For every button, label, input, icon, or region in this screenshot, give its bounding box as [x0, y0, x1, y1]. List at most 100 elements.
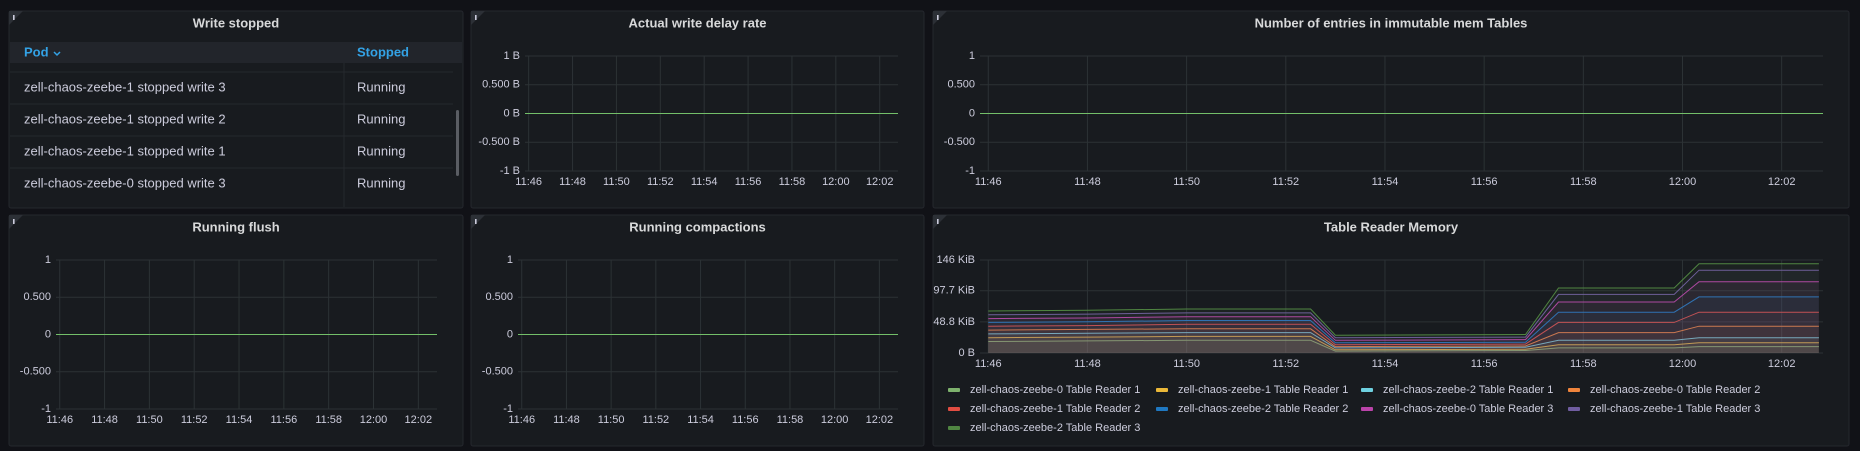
x-tick-label: 11:50 [603, 176, 630, 188]
x-tick-label: 11:52 [181, 414, 208, 426]
y-tick-label: 0 [969, 107, 975, 119]
panel-title: Write stopped [193, 15, 279, 30]
x-tick-label: 11:46 [975, 358, 1002, 370]
x-tick-label: 11:52 [1272, 176, 1299, 188]
x-tick-label: 11:56 [732, 414, 759, 426]
x-tick-label: 11:48 [1074, 176, 1101, 188]
y-tick-label: 0.500 [23, 291, 51, 303]
x-tick-label: 11:58 [777, 414, 804, 426]
x-tick-label: 12:00 [821, 414, 849, 426]
series-area [988, 332, 1819, 353]
y-tick-label: 0 [507, 328, 513, 340]
x-tick-label: 12:02 [1768, 176, 1796, 188]
x-tick-label: 11:52 [642, 414, 669, 426]
cell: Running [357, 111, 405, 126]
y-tick-label: 1 [507, 254, 513, 266]
series-line [988, 311, 1819, 346]
cell: zell-chaos-zeebe-1 stopped write 2 [24, 111, 226, 126]
legend-label[interactable]: zell-chaos-zeebe-0 Table Reader 1 [970, 384, 1140, 396]
panel-title: Running compactions [629, 219, 766, 234]
y-tick-label: 0.500 [485, 291, 513, 303]
x-tick-label: 11:52 [1272, 358, 1299, 370]
panel-title: Running flush [192, 219, 279, 234]
info-icon [475, 15, 477, 20]
series-area [988, 340, 1819, 353]
y-tick-label: -0.500 B [478, 136, 520, 148]
y-tick-label: 0.500 [947, 79, 975, 91]
y-tick-label: 0 [45, 328, 51, 340]
series-area [988, 336, 1819, 353]
series-line [988, 263, 1819, 336]
scrollbar[interactable] [456, 110, 459, 176]
column-header[interactable]: Stopped [357, 44, 409, 59]
panel-title: Table Reader Memory [1324, 219, 1459, 234]
x-tick-label: 12:00 [360, 414, 388, 426]
panel [470, 10, 925, 209]
panel-title: Actual write delay rate [629, 15, 767, 30]
x-tick-label: 12:00 [1669, 358, 1697, 370]
legend-swatch[interactable] [1568, 407, 1580, 411]
x-tick-label: 11:58 [315, 414, 342, 426]
x-tick-label: 11:56 [1471, 176, 1498, 188]
panel-title: Number of entries in immutable mem Table… [1255, 15, 1528, 30]
legend-swatch[interactable] [1156, 388, 1168, 392]
y-tick-label: -0.500 [20, 366, 51, 378]
legend-swatch[interactable] [1361, 388, 1373, 392]
legend-swatch[interactable] [1361, 407, 1373, 411]
column-header[interactable]: Pod [24, 44, 49, 59]
info-corner [471, 215, 485, 229]
y-tick-label: -0.500 [482, 366, 513, 378]
legend-swatch[interactable] [948, 407, 960, 411]
x-tick-label: 11:54 [687, 414, 714, 426]
y-tick-label: 1 [45, 254, 51, 266]
series-line [988, 335, 1819, 351]
legend-label[interactable]: zell-chaos-zeebe-0 Table Reader 2 [1590, 384, 1760, 396]
info-corner [9, 215, 23, 229]
y-tick-label: 1 [969, 50, 975, 62]
info-icon [13, 15, 15, 20]
x-tick-label: 11:50 [1173, 176, 1200, 188]
info-icon [937, 219, 939, 224]
legend-swatch[interactable] [948, 426, 960, 430]
y-tick-label: -1 [965, 165, 975, 177]
x-tick-label: 11:56 [735, 176, 762, 188]
legend-label[interactable]: zell-chaos-zeebe-1 Table Reader 1 [1178, 384, 1348, 396]
series-area [988, 281, 1819, 353]
legend-label[interactable]: zell-chaos-zeebe-2 Table Reader 3 [970, 422, 1140, 434]
x-tick-label: 11:58 [779, 176, 806, 188]
x-tick-label: 12:02 [866, 176, 894, 188]
y-tick-label: 146 KiB [936, 254, 975, 266]
x-tick-label: 11:48 [1074, 358, 1101, 370]
info-corner [9, 11, 23, 25]
panel [8, 214, 464, 447]
legend-label[interactable]: zell-chaos-zeebe-2 Table Reader 2 [1178, 403, 1348, 415]
series-area [988, 270, 1819, 353]
legend-swatch[interactable] [1568, 388, 1580, 392]
y-tick-label: -1 B [500, 165, 520, 177]
series-area [988, 296, 1819, 353]
info-icon [475, 219, 477, 224]
legend-label[interactable]: zell-chaos-zeebe-0 Table Reader 3 [1383, 403, 1553, 415]
panel [470, 214, 925, 447]
y-tick-label: -1 [41, 403, 51, 415]
x-tick-label: 11:46 [975, 176, 1002, 188]
y-tick-label: 0 B [958, 347, 975, 359]
x-tick-label: 11:48 [559, 176, 586, 188]
info-icon [937, 15, 939, 20]
y-tick-label: -0.500 [944, 136, 975, 148]
x-tick-label: 11:46 [508, 414, 535, 426]
cell: zell-chaos-zeebe-1 stopped write 3 [24, 79, 226, 94]
x-tick-label: 11:56 [270, 414, 297, 426]
x-tick-label: 11:58 [1570, 176, 1597, 188]
x-tick-label: 12:02 [866, 414, 894, 426]
legend-label[interactable]: zell-chaos-zeebe-2 Table Reader 1 [1383, 384, 1553, 396]
x-tick-label: 11:54 [1372, 358, 1399, 370]
legend-swatch[interactable] [948, 388, 960, 392]
legend-label[interactable]: zell-chaos-zeebe-1 Table Reader 3 [1590, 403, 1760, 415]
x-tick-label: 11:50 [136, 414, 163, 426]
x-tick-label: 12:02 [1768, 358, 1796, 370]
series-line [988, 269, 1819, 339]
legend-swatch[interactable] [1156, 407, 1168, 411]
legend-label[interactable]: zell-chaos-zeebe-1 Table Reader 2 [970, 403, 1140, 415]
